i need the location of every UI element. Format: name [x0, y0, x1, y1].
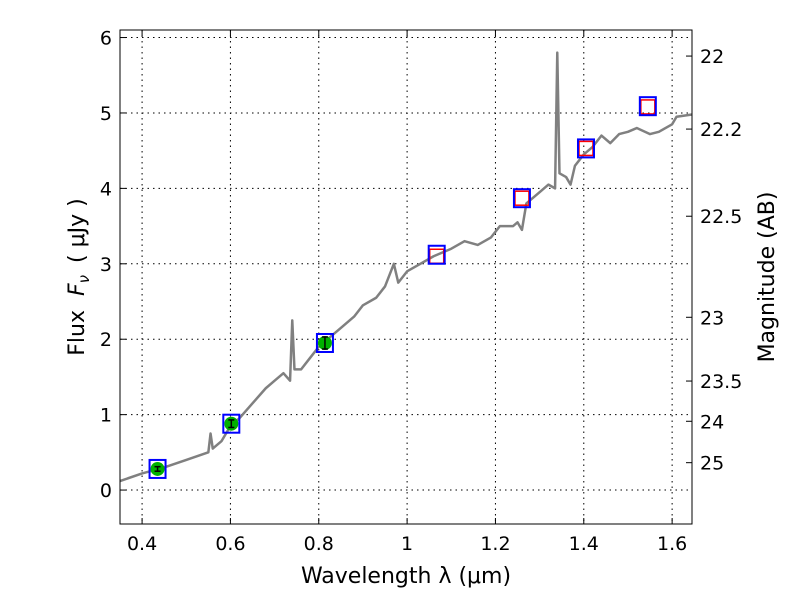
y-tick-label: 2	[100, 329, 112, 351]
plot-frame	[119, 29, 693, 525]
spectrum-line	[119, 51, 693, 483]
x-tick-label: 1.6	[657, 533, 687, 555]
grid	[120, 30, 692, 524]
model-marker	[638, 96, 657, 117]
x-tick-label: 0.8	[304, 533, 334, 555]
y-tick-label: 5	[100, 103, 112, 125]
axes-ticks: 0.4 0.6 0.8 1 1.2 1.4 1.601234562222.222.52323…	[100, 28, 742, 555]
model-marker	[148, 458, 167, 479]
model-marker	[427, 244, 446, 265]
y-tick-label: 3	[100, 254, 112, 276]
upper-limit-marker	[640, 99, 656, 115]
x-tick-label: 0.6	[215, 533, 245, 555]
y2-tick-label: 23	[700, 307, 724, 329]
y-tick-label: 4	[100, 178, 112, 200]
x-tick-label: 1.4	[569, 533, 599, 555]
x-tick-label: 1.2	[480, 533, 510, 555]
y-tick-label: 1	[100, 405, 112, 427]
y2-tick-label: 25	[700, 453, 724, 475]
y2-tick-label: 24	[700, 411, 724, 433]
model-marker	[315, 332, 334, 353]
y2-tick-label: 22.5	[700, 206, 742, 228]
x-axis-label: Wavelength λ (μm)	[301, 564, 511, 589]
y2-axis-label: Magnitude (AB)	[755, 192, 780, 363]
x-tick-label: 0.4	[127, 533, 157, 555]
x-tick-label: 1	[401, 533, 413, 555]
y2-tick-label: 22.2	[700, 119, 742, 141]
y2-tick-label: 23.5	[700, 371, 742, 393]
y2-tick-label: 22	[700, 46, 724, 68]
y-axis-label: FluxFν( μJy )	[65, 198, 93, 355]
model-marker	[222, 413, 241, 434]
model-marker	[576, 138, 595, 159]
plot-area	[119, 51, 693, 483]
model-marker	[512, 188, 531, 209]
y-tick-label: 6	[100, 28, 112, 50]
y-tick-label: 0	[100, 480, 112, 502]
